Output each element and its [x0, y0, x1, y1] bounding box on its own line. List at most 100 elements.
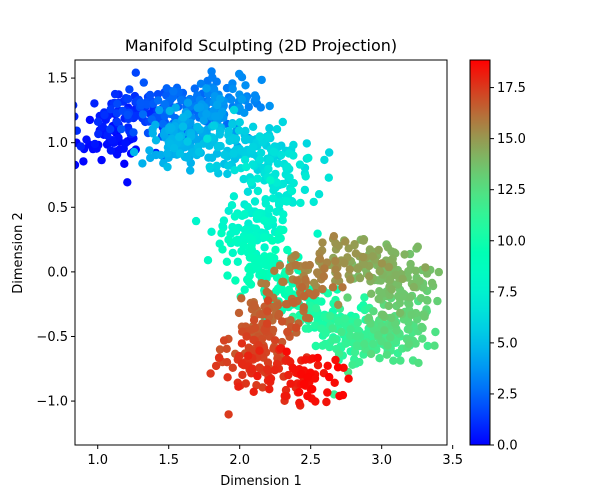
scatter-point [331, 335, 340, 344]
colorbar-tick-label: 5.0 [497, 336, 518, 351]
scatter-point [94, 129, 103, 139]
scatter-point [255, 155, 265, 164]
scatter-point [348, 360, 357, 369]
scatter-point [240, 210, 249, 219]
scatter-point [351, 249, 361, 258]
scatter-point [350, 348, 360, 357]
scatter-point [275, 261, 285, 270]
scatter-point [245, 253, 255, 262]
scatter-point [394, 292, 404, 302]
scatter-point [138, 110, 148, 119]
scatter-point [218, 245, 227, 254]
scatter-point [295, 388, 304, 397]
scatter-point [202, 109, 211, 119]
scatter-point [234, 126, 244, 135]
scatter-point [365, 245, 375, 254]
scatter-point [295, 398, 304, 407]
scatter-point [341, 237, 350, 246]
scatter-point [417, 322, 426, 332]
scatter-point [240, 135, 250, 144]
scatter-point [265, 375, 274, 384]
scatter-point [264, 164, 273, 174]
scatter-point [279, 277, 288, 287]
scatter-point [215, 345, 225, 354]
x-tick-label: 3.5 [442, 453, 463, 468]
scatter-point [419, 283, 428, 292]
scatter-point [207, 227, 216, 236]
scatter-point [256, 103, 265, 112]
scatter-point [414, 358, 423, 368]
scatter-point [318, 341, 327, 350]
scatter-point [209, 121, 218, 130]
scatter-point [224, 410, 233, 419]
scatter-point [252, 381, 261, 390]
scatter-point [250, 197, 260, 206]
scatter-point [334, 300, 343, 309]
scatter-point [82, 135, 91, 144]
x-tick-label: 2.0 [229, 453, 250, 468]
scatter-point [331, 355, 340, 365]
scatter-point [231, 276, 240, 285]
scatter-point [120, 159, 129, 168]
scatter-point [207, 67, 216, 76]
scatter-point [183, 153, 192, 162]
scatter-point [274, 309, 284, 319]
scatter-point [178, 122, 188, 131]
scatter-point [387, 285, 396, 294]
scatter-point [337, 327, 346, 337]
x-tick-label: 3.0 [371, 453, 392, 468]
scatter-point [374, 294, 383, 304]
scatter-point [392, 326, 401, 335]
scatter-point [265, 155, 274, 165]
scatter-point [346, 331, 355, 341]
y-tick-label: 0.5 [47, 201, 68, 216]
scatter-point [248, 122, 258, 131]
scatter-point [123, 110, 132, 120]
scatter-point [334, 317, 343, 326]
scatter-point [358, 252, 368, 262]
scatter-point [222, 344, 231, 353]
scatter-point [309, 197, 318, 207]
scatter-point [249, 315, 259, 325]
scatter-point [227, 201, 237, 210]
scatter-point [334, 349, 344, 359]
scatter-point [169, 144, 179, 153]
scatter-point [398, 274, 407, 284]
scatter-point [250, 302, 259, 311]
scatter-point [167, 123, 176, 133]
colorbar [470, 60, 490, 445]
scatter-point [230, 166, 239, 175]
scatter-point [142, 100, 152, 109]
scatter-point [345, 265, 354, 274]
scatter-point [238, 370, 247, 380]
scatter-point [313, 229, 322, 238]
scatter-point [380, 326, 389, 335]
scatter-point [389, 356, 398, 365]
scatter-point [241, 81, 250, 90]
scatter-point [279, 210, 288, 219]
scatter-point [239, 174, 248, 184]
scatter-point [366, 349, 376, 359]
colorbar-tick-label: 15.0 [497, 132, 526, 147]
scatter-point [241, 126, 250, 136]
scatter-point [214, 353, 224, 362]
scatter-point [310, 374, 320, 383]
scatter-point [283, 162, 292, 171]
scatter-point [291, 260, 301, 270]
scatter-point [346, 325, 355, 334]
scatter-point [251, 224, 261, 233]
scatter-point [219, 216, 229, 225]
scatter-point [228, 120, 237, 129]
scatter-point [368, 252, 377, 261]
scatter-point [228, 248, 237, 258]
scatter-point [291, 251, 300, 260]
scatter-point [323, 361, 332, 370]
scatter-point [255, 363, 264, 372]
scatter-point [169, 87, 178, 96]
scatter-point [431, 327, 440, 337]
scatter-point [261, 279, 271, 289]
scatter-point [384, 262, 394, 272]
scatter-point [205, 162, 214, 171]
scatter-point [274, 198, 284, 207]
scatter-point [277, 150, 286, 160]
